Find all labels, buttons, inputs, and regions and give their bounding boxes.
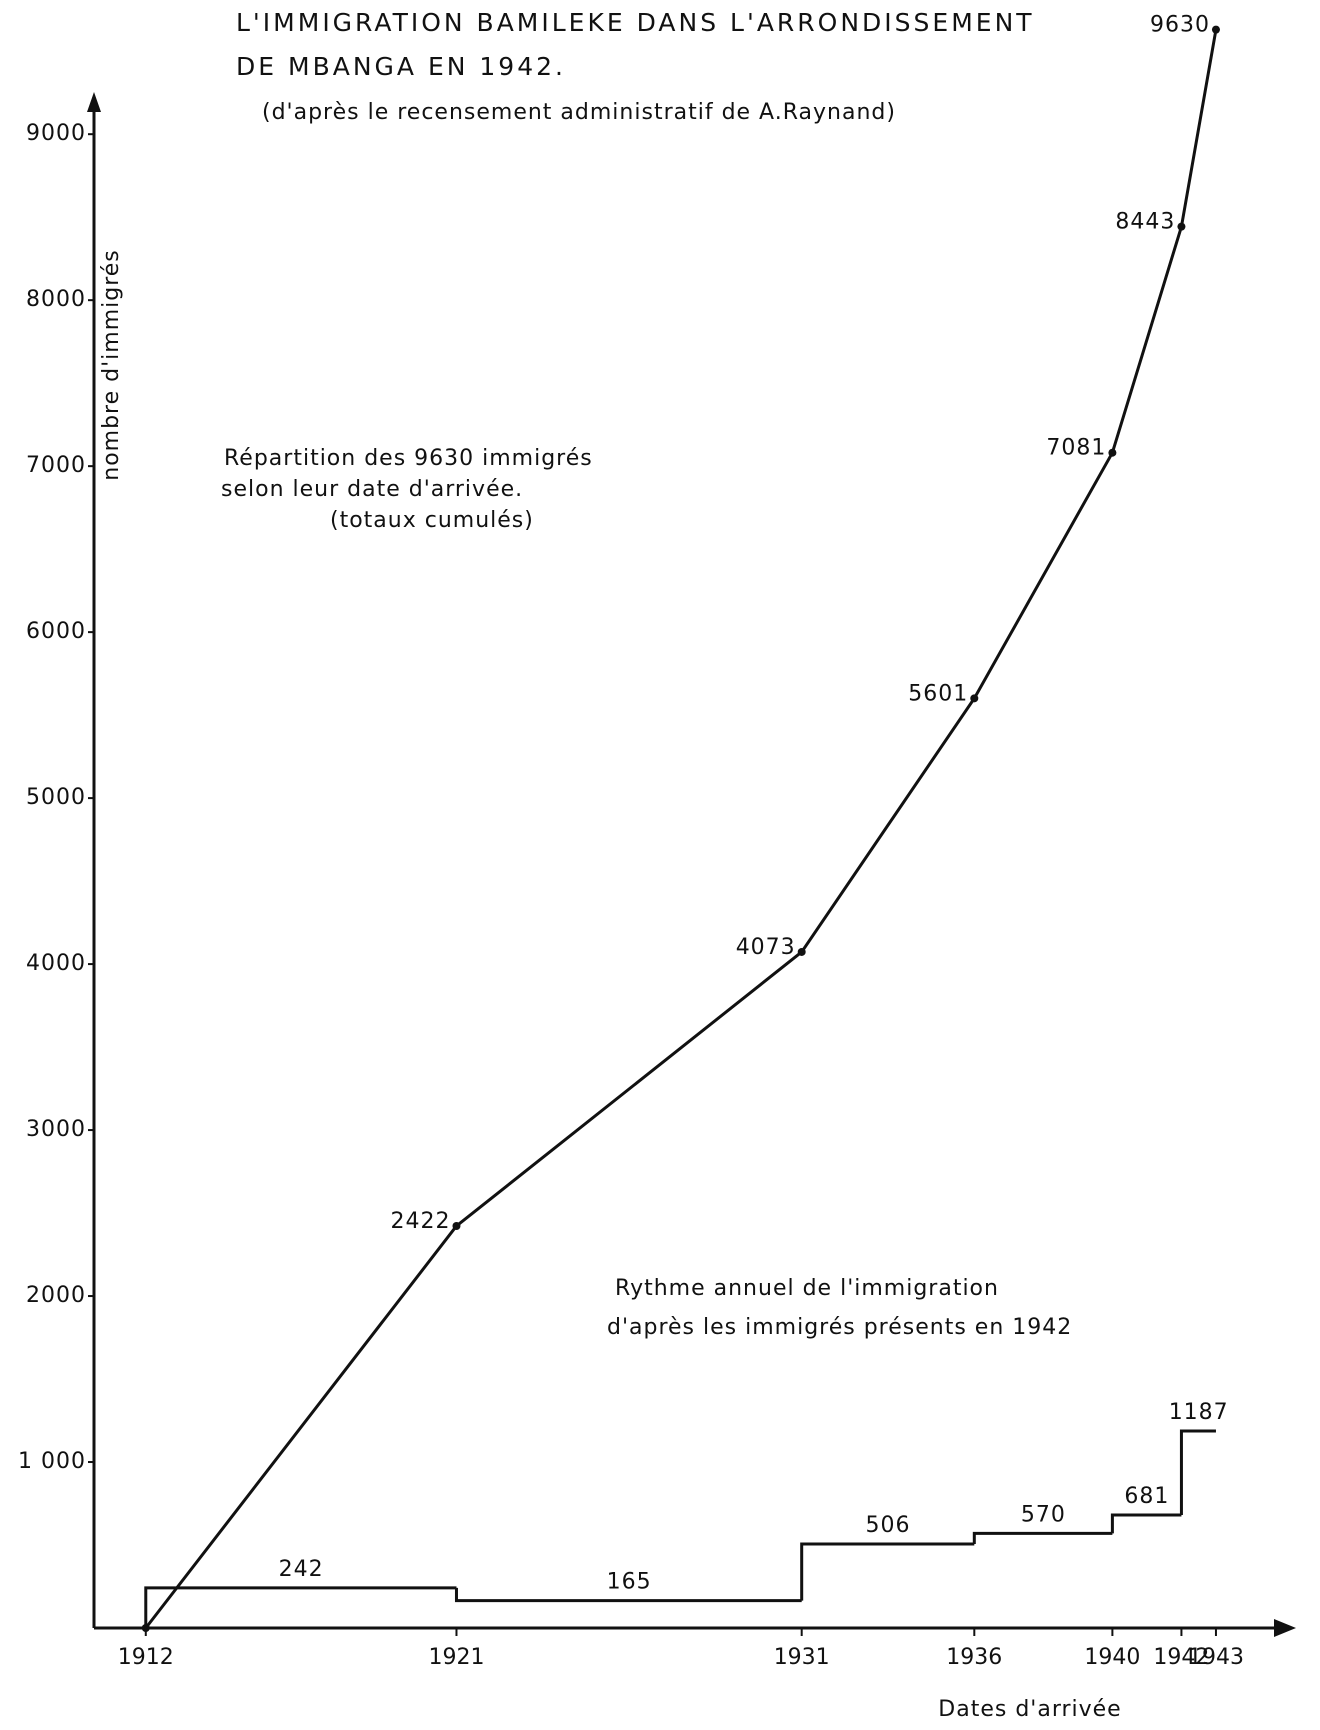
data-label: 4073 (736, 935, 796, 960)
x-tick-label: 1942 (1153, 1645, 1209, 1670)
y-tick-label: 7000 (26, 453, 86, 478)
chart-subtitle: (d'après le recensement administratif de… (262, 100, 896, 125)
x-axis-label: Dates d'arrivée (938, 1697, 1121, 1722)
step (972, 1531, 1113, 1545)
x-tick-label: 1943 (1188, 1645, 1244, 1670)
data-label: 506 (866, 1513, 911, 1538)
point (970, 694, 979, 703)
x-tick-label: 1912 (118, 1645, 174, 1670)
data-label: 9630 (1150, 13, 1210, 38)
y-axis-arrow (87, 92, 101, 112)
step (454, 1587, 802, 1603)
point (452, 1221, 461, 1230)
step (144, 1586, 457, 1628)
point (1108, 448, 1117, 457)
data-label: 681 (1124, 1484, 1169, 1509)
y-tick-label: 3000 (26, 1117, 86, 1142)
x-tick-label: 1940 (1084, 1645, 1140, 1670)
x-axis-arrow (1274, 1619, 1296, 1637)
cumulative-line (144, 29, 1218, 1629)
annotation: (totaux cumulés) (330, 508, 534, 533)
step (800, 1542, 975, 1601)
y-tick-label: 9000 (26, 121, 86, 146)
data-label: 165 (607, 1570, 652, 1595)
y-tick-label: 6000 (26, 619, 86, 644)
data-label: 5601 (908, 681, 968, 706)
chart-title: DE MBANGA EN 1942. (236, 52, 566, 81)
y-tick-label: 2000 (26, 1283, 86, 1308)
y-axis-label: nombre d'immigrés (99, 249, 124, 481)
point (1211, 25, 1220, 34)
step (1179, 1429, 1216, 1515)
step (1110, 1513, 1182, 1534)
x-tick-label: 1921 (428, 1645, 484, 1670)
x-tick-label: 1931 (774, 1645, 830, 1670)
data-label: 1187 (1169, 1400, 1229, 1425)
x-tick-label: 1936 (946, 1645, 1002, 1670)
data-label: 2422 (390, 1209, 450, 1234)
point (1177, 222, 1186, 231)
point (797, 947, 806, 956)
y-tick-label: 1 000 (18, 1449, 86, 1474)
y-tick-label: 8000 (26, 287, 86, 312)
annotation: selon leur date d'arrivée. (221, 477, 523, 502)
y-tick-label: 5000 (26, 785, 86, 810)
annotation: Rythme annuel de l'immigration (615, 1276, 999, 1301)
y-tick-label: 4000 (26, 951, 86, 976)
annotation: d'après les immigrés présents en 1942 (607, 1315, 1072, 1340)
annotation: Répartition des 9630 immigrés (224, 446, 593, 471)
chart-title: L'IMMIGRATION BAMILEKE DANS L'ARRONDISSE… (236, 8, 1035, 37)
data-label: 7081 (1046, 436, 1106, 461)
data-label: 8443 (1115, 210, 1175, 235)
data-label: 570 (1021, 1502, 1066, 1527)
data-label: 242 (279, 1557, 324, 1582)
